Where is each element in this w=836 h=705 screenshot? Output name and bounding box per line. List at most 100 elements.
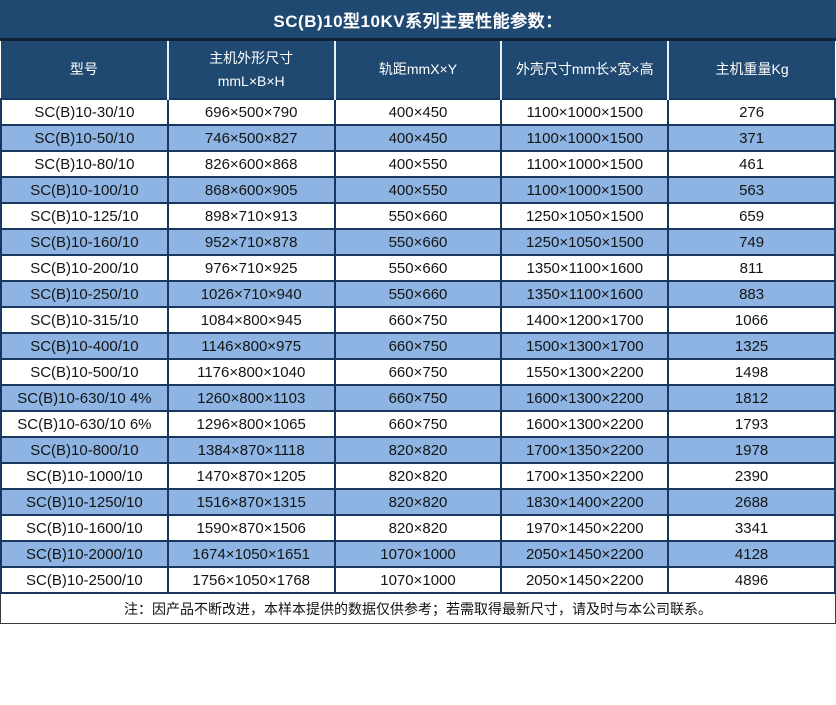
- table-cell: 820×820: [333, 462, 503, 490]
- table-cell: 883: [667, 280, 836, 308]
- table-cell: 952×710×878: [166, 228, 336, 256]
- table-cell: 696×500×790: [166, 98, 336, 126]
- table-cell: 400×550: [333, 150, 503, 178]
- table-cell: 1070×1000: [333, 540, 503, 568]
- table-cell: 976×710×925: [166, 254, 336, 282]
- table-cell: 1470×870×1205: [166, 462, 336, 490]
- table-cell: 400×550: [333, 176, 503, 204]
- table-row: SC(B)10-400/10 1146×800×975 660×750 1500×13…: [0, 332, 836, 360]
- table-row: SC(B)10-1000/10 1470×870×1205 820×820 1700×…: [0, 462, 836, 490]
- table-cell: 2050×1450×2200: [500, 566, 670, 594]
- table-cell: 659: [667, 202, 836, 230]
- table-cell: 1516×870×1315: [166, 488, 336, 516]
- table-cell: 811: [667, 254, 836, 282]
- column-header-rail-gauge: 轨距mmX×Y: [333, 41, 502, 99]
- table-cell: 1100×1000×1500: [500, 98, 670, 126]
- table-cell: 1590×870×1506: [166, 514, 336, 542]
- table-row: SC(B)10-630/10 6% 1296×800×1065 660×750 160…: [0, 410, 836, 438]
- table-cell: SC(B)10-630/10 4%: [0, 384, 169, 412]
- table-cell: 550×660: [333, 202, 503, 230]
- table-cell: 3341: [667, 514, 836, 542]
- table-cell: SC(B)10-2000/10: [0, 540, 169, 568]
- table-cell: 1350×1100×1600: [500, 280, 670, 308]
- table-cell: 1100×1000×1500: [500, 124, 670, 152]
- table-cell: 1970×1450×2200: [500, 514, 670, 542]
- table-cell: 1978: [667, 436, 836, 464]
- table-cell: 1026×710×940: [166, 280, 336, 308]
- table-cell: 1812: [667, 384, 836, 412]
- column-header-shell-dimensions: 外壳尺寸mm长×宽×高: [500, 41, 669, 99]
- table-cell: 1384×870×1118: [166, 436, 336, 464]
- table-cell: 1600×1300×2200: [500, 410, 670, 438]
- table-cell: 826×600×868: [166, 150, 336, 178]
- table-cell: 1498: [667, 358, 836, 386]
- table-cell: 2050×1450×2200: [500, 540, 670, 568]
- table-row: SC(B)10-630/10 4% 1260×800×1103 660×750 160…: [0, 384, 836, 412]
- table-cell: 1084×800×945: [166, 306, 336, 334]
- table-cell: 1100×1000×1500: [500, 176, 670, 204]
- table-cell: 1400×1200×1700: [500, 306, 670, 334]
- page-title: SC(B)10型10KV系列主要性能参数：: [0, 0, 836, 41]
- table-cell: 1500×1300×1700: [500, 332, 670, 360]
- table-cell: 1260×800×1103: [166, 384, 336, 412]
- table-cell: SC(B)10-1250/10: [0, 488, 169, 516]
- table-cell: 1830×1400×2200: [500, 488, 670, 516]
- table-cell: 371: [667, 124, 836, 152]
- table-cell: 1066: [667, 306, 836, 334]
- table-cell: 820×820: [333, 488, 503, 516]
- table-row: SC(B)10-800/10 1384×870×1118 820×820 1700×1…: [0, 436, 836, 464]
- table-cell: 4128: [667, 540, 836, 568]
- table-row: SC(B)10-2000/10 1674×1050×1651 1070×1000 20…: [0, 540, 836, 568]
- table-cell: SC(B)10-160/10: [0, 228, 169, 256]
- table-cell: 660×750: [333, 332, 503, 360]
- table-cell: 820×820: [333, 436, 503, 464]
- table-row: SC(B)10-160/10 952×710×878 550×660 1250×105…: [0, 228, 836, 256]
- table-cell: SC(B)10-100/10: [0, 176, 169, 204]
- table-cell: 1674×1050×1651: [166, 540, 336, 568]
- table-cell: 1756×1050×1768: [166, 566, 336, 594]
- table-row: SC(B)10-2500/10 1756×1050×1768 1070×1000 20…: [0, 566, 836, 594]
- table-cell: 1250×1050×1500: [500, 202, 670, 230]
- table-cell: 2688: [667, 488, 836, 516]
- table-cell: 1350×1100×1600: [500, 254, 670, 282]
- column-header-unit-dimensions: 主机外形尺寸 mmL×B×H: [166, 41, 335, 99]
- table-cell: SC(B)10-2500/10: [0, 566, 169, 594]
- table-cell: 550×660: [333, 280, 503, 308]
- table-cell: 1146×800×975: [166, 332, 336, 360]
- table-cell: SC(B)10-315/10: [0, 306, 169, 334]
- table-cell: 276: [667, 98, 836, 126]
- table-cell: 4896: [667, 566, 836, 594]
- table-cell: SC(B)10-125/10: [0, 202, 169, 230]
- table-row: SC(B)10-1600/10 1590×870×1506 820×820 1970×…: [0, 514, 836, 542]
- table-cell: 563: [667, 176, 836, 204]
- header-row: 型号 主机外形尺寸 mmL×B×H 轨距mmX×Y 外壳尺寸mm长×宽×高 主机…: [1, 41, 835, 99]
- table-cell: 820×820: [333, 514, 503, 542]
- table-cell: SC(B)10-250/10: [0, 280, 169, 308]
- column-header-model: 型号: [1, 41, 168, 99]
- table-cell: SC(B)10-80/10: [0, 150, 169, 178]
- table-cell: 1793: [667, 410, 836, 438]
- table-cell: 1070×1000: [333, 566, 503, 594]
- table-cell: 461: [667, 150, 836, 178]
- table-row: SC(B)10-100/10 868×600×905 400×550 1100×100…: [0, 176, 836, 204]
- footer-note: 注：因产品不断改进，本样本提供的数据仅供参考；若需取得最新尺寸，请及时与本公司联…: [0, 594, 836, 624]
- table-row: SC(B)10-200/10 976×710×925 550×660 1350×110…: [0, 254, 836, 282]
- table-cell: SC(B)10-200/10: [0, 254, 169, 282]
- table-cell: 400×450: [333, 98, 503, 126]
- table-cell: 550×660: [333, 228, 503, 256]
- table-row: SC(B)10-1250/10 1516×870×1315 820×820 1830×…: [0, 488, 836, 516]
- table-cell: 660×750: [333, 410, 503, 438]
- table-cell: 660×750: [333, 358, 503, 386]
- table-cell: 660×750: [333, 306, 503, 334]
- table-cell: SC(B)10-400/10: [0, 332, 169, 360]
- table-cell: 1325: [667, 332, 836, 360]
- spec-table: 型号 主机外形尺寸 mmL×B×H 轨距mmX×Y 外壳尺寸mm长×宽×高 主机…: [0, 41, 836, 594]
- table-row: SC(B)10-315/10 1084×800×945 660×750 1400×12…: [0, 306, 836, 334]
- column-header-unit-weight: 主机重量Kg: [667, 41, 835, 99]
- table-cell: SC(B)10-1000/10: [0, 462, 169, 490]
- table-cell: SC(B)10-630/10 6%: [0, 410, 169, 438]
- table-cell: 746×500×827: [166, 124, 336, 152]
- table-cell: SC(B)10-30/10: [0, 98, 169, 126]
- table-cell: 1700×1350×2200: [500, 462, 670, 490]
